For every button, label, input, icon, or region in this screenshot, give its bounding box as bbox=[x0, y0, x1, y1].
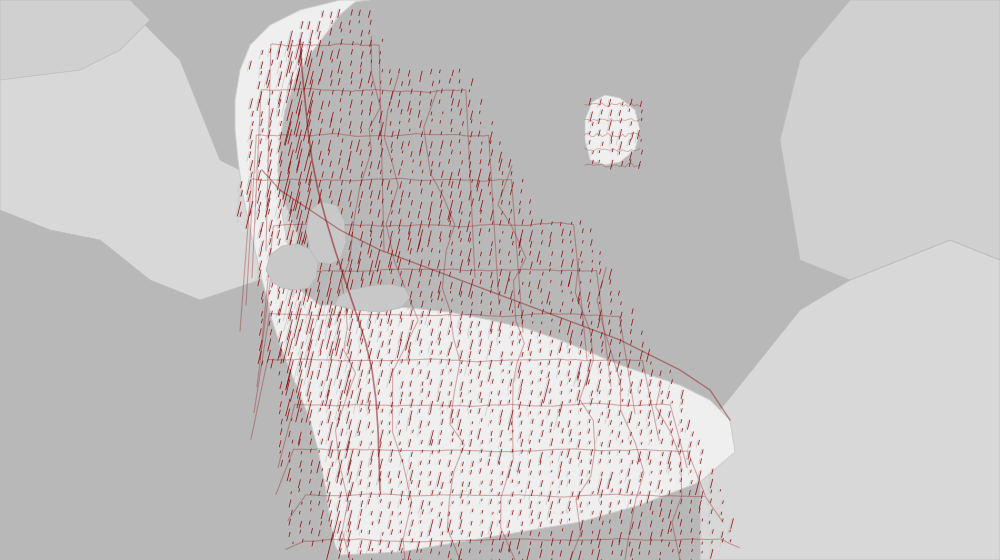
Polygon shape bbox=[0, 0, 300, 300]
Polygon shape bbox=[235, 0, 735, 555]
Polygon shape bbox=[585, 95, 640, 165]
Polygon shape bbox=[335, 284, 410, 312]
Polygon shape bbox=[780, 0, 1000, 280]
Polygon shape bbox=[266, 244, 318, 290]
Polygon shape bbox=[700, 240, 1000, 560]
Polygon shape bbox=[306, 202, 346, 264]
Polygon shape bbox=[0, 0, 150, 80]
